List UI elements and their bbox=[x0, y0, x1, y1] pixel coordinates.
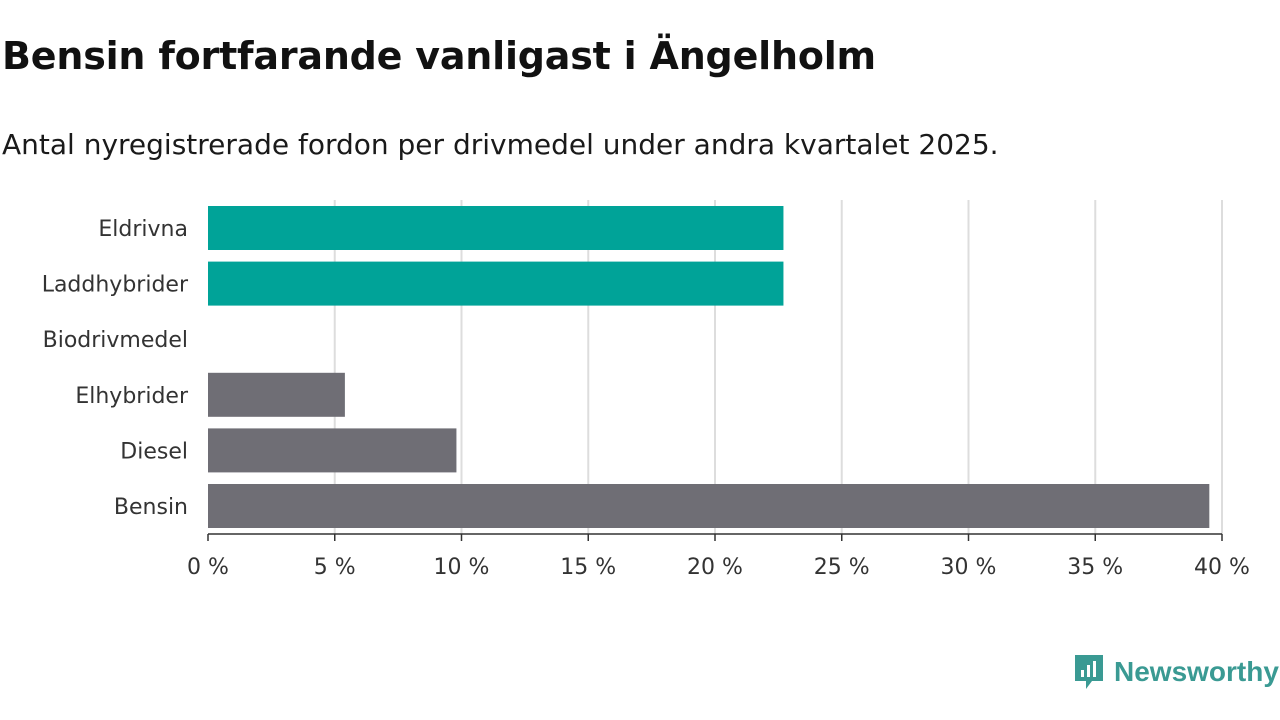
x-tick-label: 0 % bbox=[187, 555, 229, 580]
brand-name: Newsworthy bbox=[1114, 656, 1279, 687]
label-layer: Eldrivna Laddhybrider Biodrivmedel Elhybrid… bbox=[42, 217, 189, 520]
x-tick-label: 5 % bbox=[314, 555, 356, 580]
category-label: Elhybrider bbox=[75, 384, 189, 409]
brand-logo: Newsworthy bbox=[1072, 652, 1279, 692]
x-tick-label: 40 % bbox=[1194, 555, 1250, 580]
x-tick-label: 25 % bbox=[814, 555, 870, 580]
newsworthy-logo-icon bbox=[1075, 655, 1103, 689]
bar bbox=[208, 261, 784, 306]
x-tick-label: 30 % bbox=[941, 555, 997, 580]
bar-chart: 0 % 5 % 10 % 15 % 20 % 25 % 30 % 35 % 40 % Eldri… bbox=[42, 200, 1250, 580]
bar bbox=[208, 428, 457, 473]
category-label: Eldrivna bbox=[98, 217, 188, 242]
x-tick-label: 10 % bbox=[434, 555, 490, 580]
category-label: Biodrivmedel bbox=[43, 328, 188, 353]
page-subtitle: Antal nyregistrerade fordon per drivmede… bbox=[2, 128, 999, 161]
category-label: Bensin bbox=[114, 495, 188, 520]
bar bbox=[208, 206, 784, 250]
grid-layer bbox=[333, 200, 1223, 534]
category-label: Laddhybrider bbox=[42, 273, 189, 298]
bar bbox=[208, 372, 345, 417]
bar-layer bbox=[208, 206, 1210, 528]
bar bbox=[208, 484, 1210, 528]
page-title: Bensin fortfarande vanligast i Ängelholm bbox=[2, 34, 876, 78]
category-label: Diesel bbox=[120, 439, 188, 464]
x-tick-label: 15 % bbox=[560, 555, 616, 580]
axis-layer: 0 % 5 % 10 % 15 % 20 % 25 % 30 % 35 % 40 % bbox=[187, 533, 1250, 580]
x-tick-label: 35 % bbox=[1067, 555, 1123, 580]
x-tick-label: 20 % bbox=[687, 555, 743, 580]
